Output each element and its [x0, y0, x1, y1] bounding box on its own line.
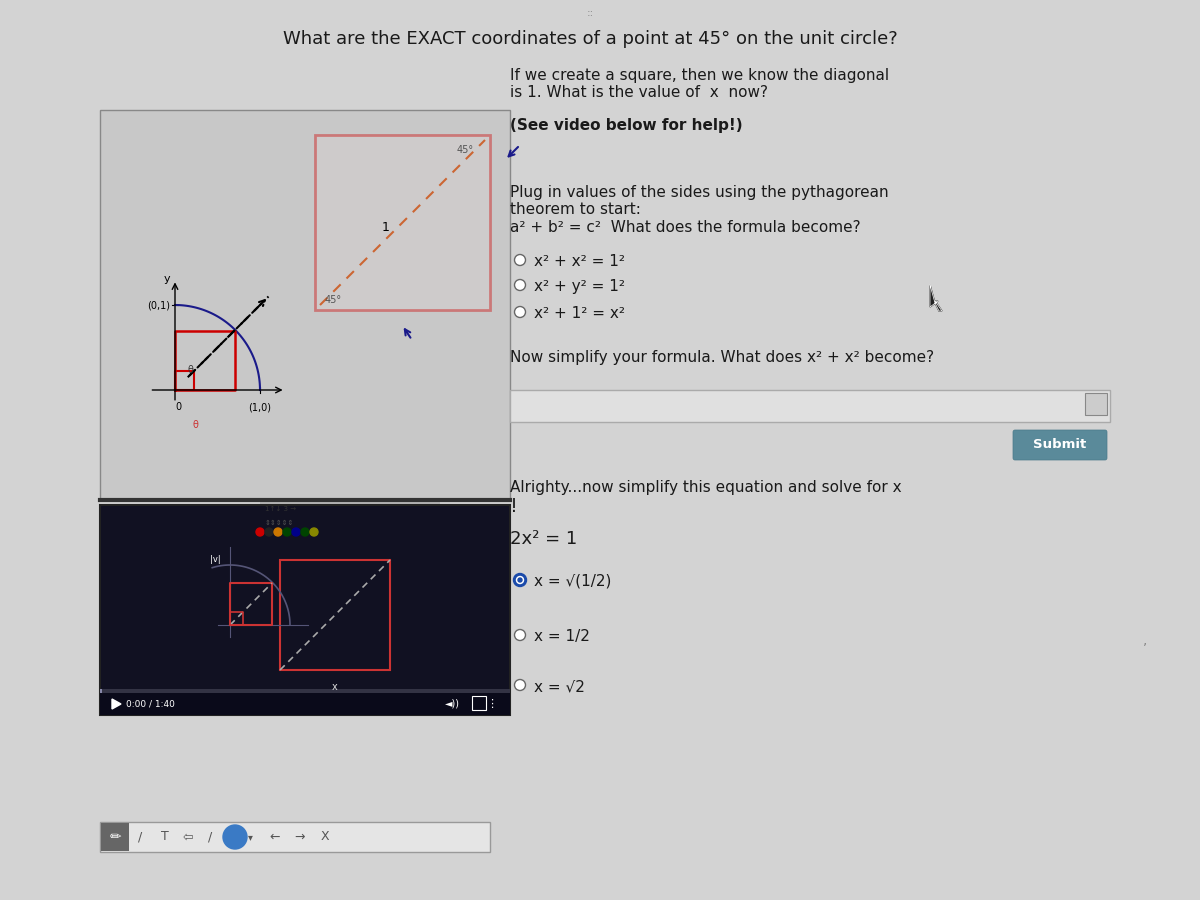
Bar [100, 693, 510, 715]
Text: v: v [232, 832, 239, 842]
Text: (0,1): (0,1) [148, 300, 170, 310]
Circle shape [265, 528, 274, 536]
Polygon shape [112, 699, 121, 709]
Text: (See video below for help!): (See video below for help!) [510, 118, 743, 133]
Text: θ: θ [187, 365, 193, 375]
Text: Alrighty...now simplify this equation and solve for x: Alrighty...now simplify this equation an… [510, 480, 901, 495]
Text: What are the EXACT coordinates of a point at 45° on the unit circle?: What are the EXACT coordinates of a poin… [283, 30, 898, 48]
Bar [100, 689, 510, 693]
Text: x = √2: x = √2 [534, 679, 584, 694]
Circle shape [301, 528, 310, 536]
Text: /: / [208, 831, 212, 843]
Text: x² + 1² = x²: x² + 1² = x² [534, 306, 625, 321]
Text: x = √(1/2): x = √(1/2) [534, 574, 611, 589]
Bar [100, 505, 510, 715]
Text: |v|: |v| [210, 554, 221, 563]
Text: /: / [138, 831, 142, 843]
Circle shape [292, 528, 300, 536]
Text: θ: θ [192, 420, 198, 430]
Text: y: y [163, 274, 170, 284]
Bar [472, 696, 486, 710]
Bar [280, 560, 390, 670]
Text: 0: 0 [175, 402, 181, 412]
Text: x: x [332, 682, 338, 692]
Circle shape [223, 825, 247, 849]
Text: ▾: ▾ [247, 832, 252, 842]
Text: 2x² = 1: 2x² = 1 [510, 530, 577, 548]
Text: ::: :: [587, 8, 594, 18]
Circle shape [256, 528, 264, 536]
Circle shape [274, 528, 282, 536]
Bar [1085, 393, 1108, 415]
Circle shape [515, 629, 526, 641]
Text: ←: ← [270, 831, 281, 843]
Text: Now simplify your formula. What does x² + x² become?: Now simplify your formula. What does x² … [510, 350, 934, 365]
Text: T: T [161, 831, 169, 843]
Bar [101, 823, 130, 851]
Text: x² + x² = 1²: x² + x² = 1² [534, 254, 625, 269]
Bar [260, 516, 440, 530]
Circle shape [518, 578, 522, 582]
Text: Plug in values of the sides using the pythagorean: Plug in values of the sides using the py… [510, 185, 889, 200]
Text: 1↑↓ 3 →: 1↑↓ 3 → [265, 506, 296, 512]
Bar [100, 110, 510, 500]
Circle shape [283, 528, 292, 536]
Bar [314, 135, 490, 310]
FancyBboxPatch shape [1013, 430, 1108, 460]
Text: 45°: 45° [325, 295, 342, 305]
Circle shape [515, 307, 526, 318]
Text: x² + y² = 1²: x² + y² = 1² [534, 279, 625, 294]
Text: !: ! [510, 497, 518, 516]
Text: x = 1/2: x = 1/2 [534, 629, 590, 644]
Circle shape [515, 255, 526, 266]
Text: (1,0): (1,0) [248, 402, 271, 412]
FancyBboxPatch shape [100, 822, 490, 852]
Circle shape [515, 680, 526, 690]
Circle shape [516, 577, 523, 583]
Polygon shape [930, 285, 942, 311]
Text: ⇕⇕⇕⇕⇕: ⇕⇕⇕⇕⇕ [265, 520, 294, 526]
Text: X: X [320, 831, 329, 843]
Text: ✏: ✏ [109, 830, 121, 844]
Bar [260, 502, 440, 516]
Text: 45°: 45° [456, 145, 474, 155]
Text: ,: , [1142, 633, 1147, 647]
Text: ⋮: ⋮ [486, 699, 498, 709]
Text: is 1. What is the value of  x  now?: is 1. What is the value of x now? [510, 85, 768, 100]
Bar [100, 689, 102, 693]
Circle shape [514, 573, 527, 587]
Text: 0:00 / 1:40: 0:00 / 1:40 [126, 699, 175, 708]
Text: If we create a square, then we know the diagonal: If we create a square, then we know the … [510, 68, 889, 83]
Text: a² + b² = c²  What does the formula become?: a² + b² = c² What does the formula becom… [510, 220, 860, 235]
Text: theorem to start:: theorem to start: [510, 202, 641, 217]
Text: 1: 1 [382, 221, 390, 234]
Text: Submit: Submit [1033, 438, 1087, 452]
Text: ◄)): ◄)) [445, 699, 460, 709]
Circle shape [310, 528, 318, 536]
Text: →: → [295, 831, 305, 843]
Bar [510, 390, 1110, 422]
Text: ⇦: ⇦ [182, 831, 193, 843]
Circle shape [515, 280, 526, 291]
